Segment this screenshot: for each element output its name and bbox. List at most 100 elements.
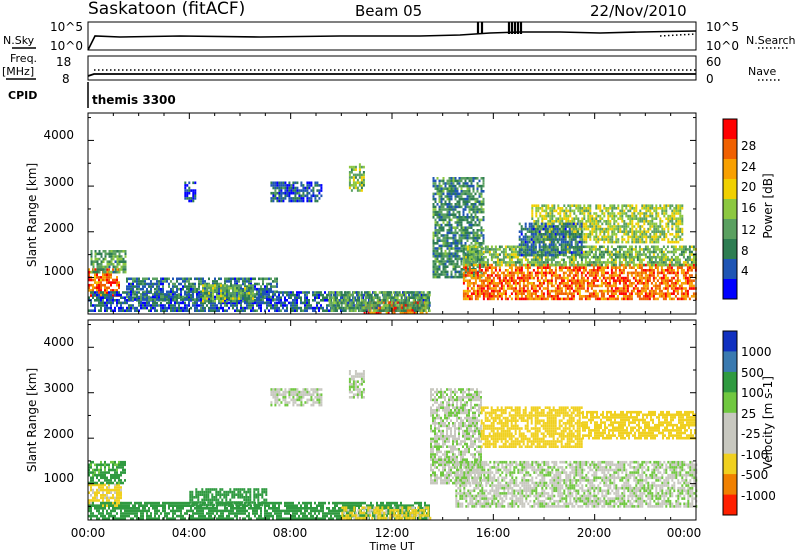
heatmap-cell: [462, 234, 465, 237]
heatmap-cell: [378, 304, 381, 307]
heatmap-cell: [444, 260, 447, 263]
heatmap-cell: [434, 182, 437, 185]
heatmap-cell: [470, 245, 473, 249]
heatmap-cell: [448, 221, 451, 224]
heatmap-cell: [432, 177, 435, 180]
heatmap-cell: [450, 229, 453, 232]
heatmap-cell: [420, 296, 423, 299]
heatmap-cell: [170, 290, 172, 294]
heatmap-cell: [590, 263, 593, 267]
heatmap-cell: [688, 279, 691, 282]
heatmap-cell: [136, 298, 138, 301]
heatmap-cell: [516, 266, 519, 269]
heatmap-cell: [486, 295, 489, 298]
heatmap-cell: [674, 289, 677, 293]
heatmap-cell: [462, 229, 465, 232]
heatmap-cell: [394, 291, 396, 294]
heatmap-cell: [558, 263, 561, 267]
heatmap-cell: [462, 231, 465, 235]
heatmap-cell: [524, 295, 527, 298]
heatmap-cell: [342, 309, 345, 312]
heatmap-cell: [228, 294, 230, 298]
heatmap-cell: [286, 184, 289, 187]
heatmap-cell: [490, 287, 493, 290]
heatmap-cell: [146, 287, 148, 291]
heatmap-cell: [472, 250, 475, 254]
heatmap-cell: [156, 304, 158, 307]
heatmap-cell: [332, 306, 335, 310]
heatmap-cell: [512, 282, 515, 285]
heatmap-cell: [278, 189, 281, 192]
heatmap-cell: [204, 287, 206, 291]
heatmap-cell: [630, 297, 633, 301]
heatmap-cell: [350, 168, 353, 171]
heatmap-cell: [460, 179, 463, 183]
heatmap-cell: [610, 263, 613, 267]
heatmap-cell: [580, 263, 583, 267]
heatmap-cell: [656, 266, 659, 269]
heatmap-cell: [409, 311, 412, 315]
heatmap-cell: [508, 282, 511, 285]
heatmap-cell: [226, 277, 228, 281]
heatmap-cell: [312, 293, 314, 297]
heatmap-cell: [488, 248, 491, 251]
heatmap-cell: [296, 189, 299, 192]
heatmap-cell: [188, 298, 190, 301]
heatmap-cell: [626, 274, 629, 277]
heatmap-cell: [104, 309, 106, 312]
heatmap-cell: [446, 236, 449, 240]
nsky-spikes: [476, 22, 523, 34]
heatmap-cell: [140, 280, 142, 283]
heatmap-cell: [192, 181, 195, 185]
heatmap-cell: [392, 296, 395, 299]
heatmap-cell: [402, 304, 405, 307]
heatmap-cell: [130, 295, 132, 299]
heatmap-cell: [558, 253, 561, 256]
heatmap-cell: [456, 249, 459, 253]
heatmap-cell: [488, 295, 491, 298]
heatmap-cell: [626, 279, 629, 282]
heatmap-cell: [436, 252, 439, 255]
heatmap-cell: [284, 304, 286, 307]
heatmap-cell: [692, 279, 695, 282]
heatmap-cell: [270, 304, 272, 307]
heatmap-cell: [624, 284, 627, 288]
heatmap-cell: [482, 282, 485, 285]
heatmap-cell: [246, 304, 248, 307]
heatmap-cell: [484, 255, 487, 259]
heatmap-cell: [306, 296, 308, 299]
heatmap-cell: [570, 263, 573, 267]
heatmap-cell: [648, 297, 651, 301]
heatmap-cell: [648, 295, 651, 298]
heatmap-cell: [180, 290, 182, 294]
heatmap-cell: [346, 293, 349, 297]
heatmap-cell: [236, 304, 238, 307]
heatmap-cell: [134, 290, 136, 294]
heatmap-cell: [624, 250, 627, 254]
heatmap-cell: [620, 297, 623, 301]
heatmap-cell: [312, 189, 315, 192]
heatmap-cell: [320, 304, 322, 307]
heatmap-cell: [156, 296, 158, 299]
heatmap-cell: [294, 304, 296, 307]
heatmap-cell: [576, 266, 579, 269]
heatmap-cell: [614, 292, 617, 295]
heatmap-cell: [90, 263, 93, 266]
heatmap-cell: [154, 291, 156, 294]
heatmap-cell: [588, 263, 591, 267]
heatmap-cell: [630, 250, 633, 254]
heatmap-cell: [552, 289, 555, 293]
heatmap-cell: [402, 291, 405, 294]
heatmap-cell: [360, 173, 363, 177]
heatmap-cell: [190, 277, 192, 281]
heatmap-cell: [512, 255, 515, 259]
heatmap-cell: [196, 293, 198, 296]
heatmap-cell: [324, 299, 326, 302]
heatmap-cell: [92, 289, 94, 292]
heatmap-cell: [254, 295, 256, 299]
heatmap-cell: [622, 297, 625, 301]
heatmap-cell: [462, 213, 465, 216]
heatmap-cell: [346, 291, 349, 294]
heatmap-cell: [466, 197, 469, 201]
heatmap-cell: [390, 291, 392, 294]
